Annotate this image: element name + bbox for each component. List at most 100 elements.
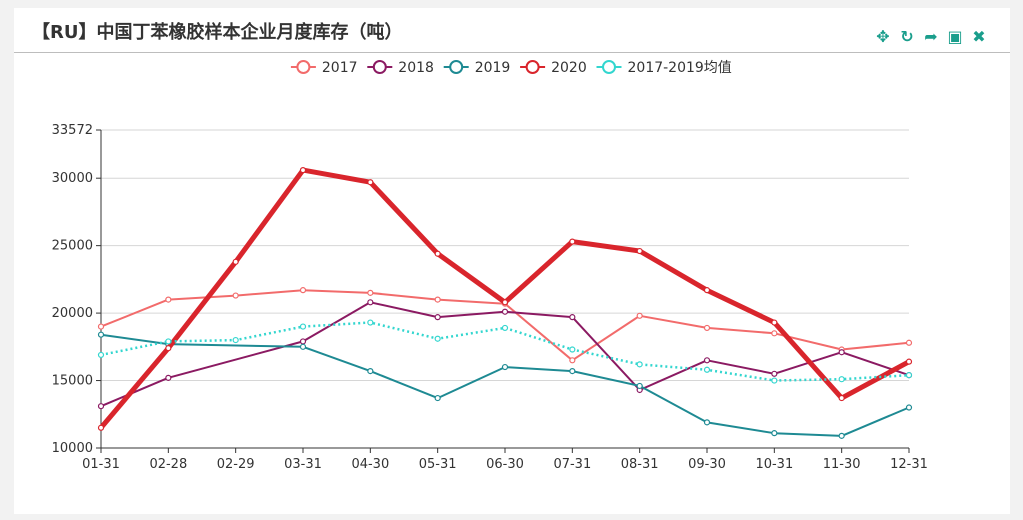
data-point[interactable] <box>97 331 105 338</box>
refresh-icon[interactable]: ↻ <box>900 27 914 46</box>
legend-item-label[interactable]: 2018 <box>398 60 434 76</box>
data-point[interactable] <box>299 323 307 330</box>
x-tick-label: 05-31 <box>419 457 457 472</box>
data-point[interactable] <box>905 372 913 379</box>
x-tick-label: 04-30 <box>351 457 389 472</box>
data-point[interactable] <box>165 374 172 381</box>
data-point[interactable] <box>434 394 441 402</box>
data-point[interactable] <box>367 179 374 186</box>
x-tick-label: 08-31 <box>621 457 659 472</box>
legend-item-label[interactable]: 2017-2019均值 <box>628 60 732 76</box>
chart-toolbar: ✥ ↻ ➦ ▣ ✖ <box>874 26 988 48</box>
data-point[interactable] <box>165 338 172 345</box>
legend-item-label[interactable]: 2020 <box>551 60 587 76</box>
data-point[interactable] <box>299 287 307 294</box>
x-tick-label: 11-30 <box>823 457 861 472</box>
data-point[interactable] <box>636 312 643 319</box>
data-point[interactable] <box>838 349 845 356</box>
data-point[interactable] <box>569 314 576 321</box>
image-icon[interactable]: ▣ <box>947 27 963 46</box>
line-chart: 10000 15000 20000 25000 30000 33572 01-31 02-28… <box>52 60 928 472</box>
data-point[interactable] <box>838 432 845 439</box>
data-point[interactable] <box>434 314 441 321</box>
series-line-3 <box>99 167 911 430</box>
data-point[interactable] <box>703 287 711 294</box>
y-tick-label: 15000 <box>52 374 93 389</box>
x-tick-label: 06-30 <box>486 457 524 472</box>
data-point[interactable] <box>569 368 576 375</box>
legend-marker[interactable] <box>449 60 464 74</box>
legend-marker[interactable] <box>602 60 616 74</box>
data-point[interactable] <box>703 419 711 426</box>
x-tick-label: 01-31 <box>82 457 120 472</box>
data-point[interactable] <box>97 403 105 410</box>
data-point[interactable] <box>299 338 307 345</box>
x-tick-label: 02-29 <box>217 457 255 472</box>
data-point[interactable] <box>771 330 778 337</box>
y-tick-label: 30000 <box>52 171 93 186</box>
data-point[interactable] <box>838 394 845 402</box>
legend-marker[interactable] <box>296 60 311 74</box>
series-line-4 <box>100 321 910 382</box>
data-point[interactable] <box>97 323 105 330</box>
data-point[interactable] <box>703 357 711 364</box>
x-tick-label: 10-31 <box>755 457 793 472</box>
y-tick-label: 25000 <box>52 239 93 254</box>
data-point[interactable] <box>367 319 374 326</box>
move-icon[interactable]: ✥ <box>876 27 890 46</box>
data-point[interactable] <box>703 324 711 332</box>
legend-item-label[interactable]: 2019 <box>475 60 511 76</box>
data-point[interactable] <box>636 361 643 368</box>
chart-title: 【RU】中国丁苯橡胶样本企业月度库存（吨） <box>32 22 403 43</box>
legend-marker[interactable] <box>372 60 387 74</box>
x-tick-label: 12-31 <box>890 457 928 472</box>
close-icon[interactable]: ✖ <box>972 27 986 46</box>
data-point[interactable] <box>703 366 711 373</box>
y-tick-label: 10000 <box>52 441 93 456</box>
data-point[interactable] <box>367 368 374 375</box>
data-point[interactable] <box>501 299 509 306</box>
data-point[interactable] <box>367 289 374 296</box>
data-point[interactable] <box>367 299 374 306</box>
data-point[interactable] <box>636 382 643 390</box>
data-point[interactable] <box>569 357 576 364</box>
data-point[interactable] <box>771 319 778 326</box>
data-point[interactable] <box>165 345 172 352</box>
x-tick-label: 07-31 <box>553 457 591 472</box>
data-point[interactable] <box>905 358 913 365</box>
data-point[interactable] <box>905 404 913 411</box>
legend-marker[interactable] <box>525 60 540 74</box>
data-point[interactable] <box>232 336 239 344</box>
data-point[interactable] <box>771 377 778 384</box>
data-point[interactable] <box>569 346 576 353</box>
data-point[interactable] <box>501 308 509 315</box>
x-tick-label: 09-30 <box>688 457 726 472</box>
data-point[interactable] <box>434 335 441 342</box>
data-point[interactable] <box>299 166 307 174</box>
data-point[interactable] <box>97 351 105 359</box>
data-point[interactable] <box>299 343 307 350</box>
y-tick-label: 33572 <box>52 123 93 138</box>
chart-header: 【RU】中国丁苯橡胶样本企业月度库存（吨） ✥ ↻ ➦ ▣ ✖ <box>14 8 1010 53</box>
data-point[interactable] <box>97 424 105 431</box>
data-point[interactable] <box>501 363 509 371</box>
data-point[interactable] <box>771 370 778 377</box>
data-point[interactable] <box>838 376 845 383</box>
data-point[interactable] <box>905 339 913 346</box>
data-point[interactable] <box>569 238 576 245</box>
y-tick-label: 20000 <box>52 306 93 321</box>
data-point[interactable] <box>434 296 441 303</box>
data-point[interactable] <box>771 430 778 437</box>
data-point[interactable] <box>165 296 172 303</box>
x-tick-label: 02-28 <box>149 457 187 472</box>
data-point[interactable] <box>232 292 239 299</box>
legend-item-label[interactable]: 2017 <box>322 60 358 76</box>
data-point[interactable] <box>434 250 441 257</box>
share-icon[interactable]: ➦ <box>924 27 938 46</box>
series-line-1 <box>100 301 910 408</box>
data-point[interactable] <box>501 324 509 332</box>
data-point[interactable] <box>636 247 643 255</box>
x-tick-label: 03-31 <box>284 457 322 472</box>
chart-card: 【RU】中国丁苯橡胶样本企业月度库存（吨） ✥ ↻ ➦ ▣ ✖ 10000 15000 20… <box>14 8 1010 514</box>
data-point[interactable] <box>232 258 239 265</box>
